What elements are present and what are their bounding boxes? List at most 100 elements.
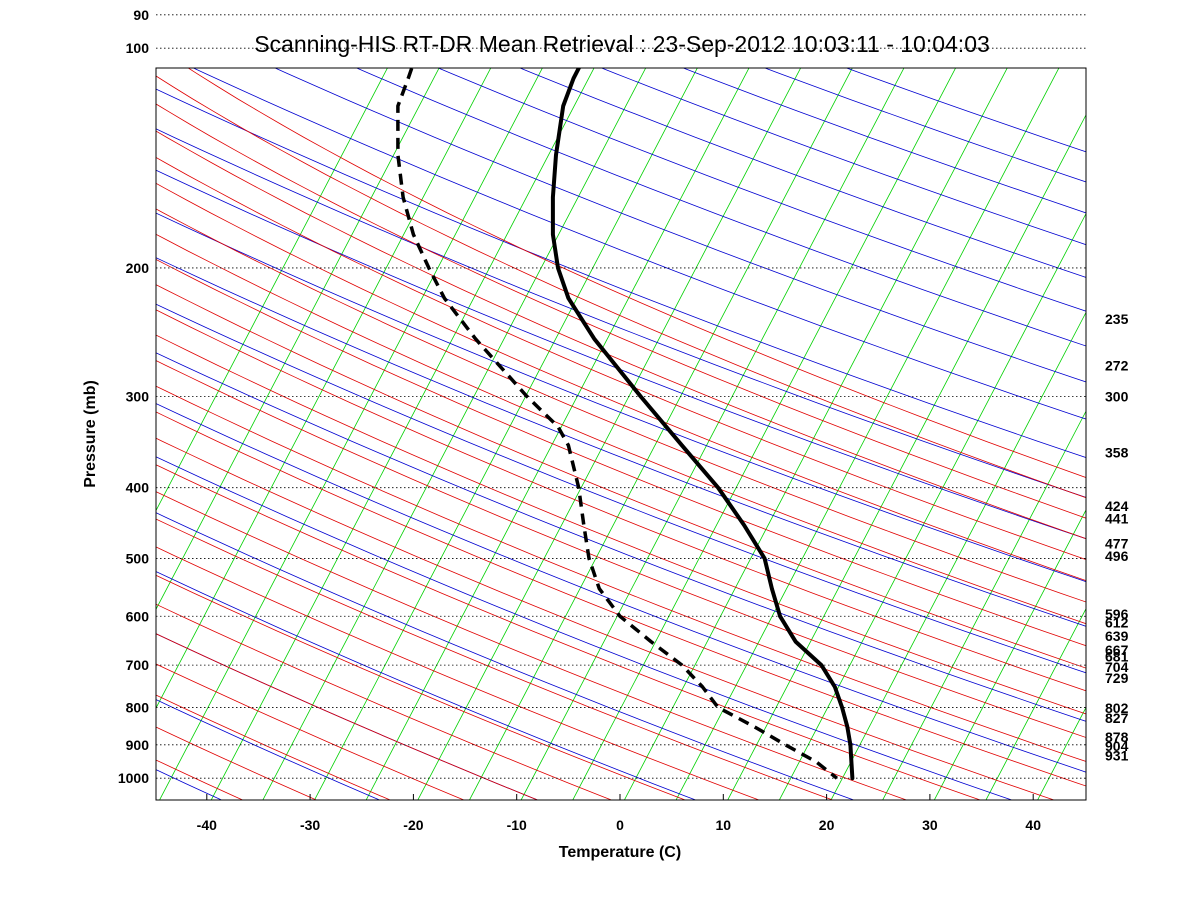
moist-adiabat-line [156, 208, 1086, 603]
right-level-label: 704 [1105, 659, 1129, 675]
y-tick-label: 200 [126, 260, 150, 276]
moist-adiabat-line [156, 491, 908, 800]
x-tick-label: 0 [616, 817, 624, 833]
dry-adiabat-line [156, 303, 1086, 674]
y-tick-label: 700 [126, 657, 150, 673]
y-tick-label: 1000 [118, 770, 149, 786]
y-tick-label: 300 [126, 388, 150, 404]
right-level-labels: 2352723003584244414774965966126396676817… [1105, 311, 1129, 763]
mixing-ratio-line [520, 68, 905, 800]
y-axis-ticks: 5060708090100200300400500600700800900100… [118, 7, 150, 786]
right-level-label: 272 [1105, 357, 1129, 373]
dewpoint-profile-line [396, 68, 838, 780]
x-tick-label: 20 [819, 817, 835, 833]
dry-adiabat-line [274, 68, 1086, 383]
dry-adiabat-line [156, 128, 1086, 498]
moist-adiabat-line [156, 411, 1086, 787]
mixing-ratio-line [623, 68, 1008, 800]
dry-adiabat-line [156, 512, 855, 800]
dry-adiabat-line [156, 352, 1086, 722]
y-tick-label: 90 [133, 7, 149, 23]
mixing-ratio-line [830, 311, 1086, 800]
y-tick-label: 400 [126, 480, 150, 496]
mixing-ratio-line [314, 68, 698, 800]
mixing-ratio-line [985, 607, 1086, 800]
y-tick-label: 800 [126, 699, 150, 715]
right-level-label: 612 [1105, 615, 1129, 631]
x-tick-label: -30 [300, 817, 320, 833]
right-level-label: 424 [1105, 498, 1129, 514]
mixing-ratio-line [365, 68, 750, 800]
right-level-label: 358 [1105, 445, 1129, 461]
dry-adiabat-line [156, 456, 1013, 800]
y-tick-label: 500 [126, 550, 150, 566]
right-level-label: 904 [1105, 738, 1129, 754]
profiles [396, 68, 855, 781]
right-level-label: 827 [1105, 710, 1129, 726]
dry-adiabat-line [355, 68, 1086, 347]
moist-adiabat-line [156, 360, 1086, 738]
moist-adiabat-line [156, 437, 1056, 800]
chart-title: Scanning-HIS RT-DR Mean Retrieval : 23-S… [254, 31, 990, 57]
dry-adiabat-line [156, 88, 1086, 458]
mixing-ratio-line [675, 68, 1060, 800]
mixing-ratio-line [210, 68, 595, 800]
right-level-label: 477 [1105, 536, 1129, 552]
x-tick-label: -10 [507, 817, 527, 833]
x-tick-label: 10 [716, 817, 732, 833]
right-level-label: 667 [1105, 642, 1129, 658]
mixing-ratio-line [933, 509, 1086, 800]
x-tick-label: -20 [403, 817, 423, 833]
right-level-label: 441 [1105, 511, 1129, 527]
x-tick-label: -40 [197, 817, 217, 833]
moist-adiabat-line [156, 156, 1086, 560]
moist-adiabat-line [156, 130, 1086, 540]
x-tick-label: 40 [1025, 817, 1041, 833]
moist-adiabat-line [187, 68, 1086, 479]
x-axis-ticks: -40 -30 -20 -10 0 10 20 30 40 [197, 794, 1041, 833]
x-tick-label: 30 [922, 817, 938, 833]
moist-adiabat-line [156, 75, 1086, 499]
mixing-ratio-line [417, 68, 802, 800]
right-level-label: 802 [1105, 700, 1129, 716]
y-tick-label: 600 [126, 608, 150, 624]
y-axis-label: Pressure (mb) [82, 380, 99, 488]
moist-adiabat-line [156, 546, 761, 800]
dry-adiabat-line [156, 571, 697, 800]
right-level-label: 729 [1105, 670, 1129, 686]
dry-adiabat-line [156, 257, 1086, 627]
dry-adiabat-line [156, 403, 1086, 773]
moist-adiabat-line [156, 334, 1086, 715]
right-level-label: 681 [1105, 648, 1129, 664]
mixing-ratio-line [159, 68, 543, 800]
right-level-label: 931 [1105, 748, 1129, 764]
moist-adiabat-line [156, 233, 1086, 625]
mixing-ratio-line [262, 68, 647, 800]
mixing-ratio-line [778, 212, 1086, 800]
moist-adiabat-line [156, 259, 1086, 647]
moist-adiabat-line [156, 309, 1086, 692]
dry-adiabat-line [156, 212, 1086, 583]
dry-adiabat-line [437, 68, 1086, 312]
right-level-label: 496 [1105, 548, 1129, 564]
x-axis-label: Temperature (C) [559, 844, 681, 861]
plot-frame [155, 67, 1087, 801]
y-tick-label: 900 [126, 737, 150, 753]
moist-adiabat-line [156, 633, 539, 800]
right-level-label: 300 [1105, 388, 1129, 404]
moist-adiabat-line [156, 518, 834, 800]
mixing-ratio-line [156, 68, 492, 709]
right-level-label: 596 [1105, 606, 1129, 622]
dry-adiabat-line [192, 68, 1086, 420]
moist-adiabat-line [156, 385, 1086, 762]
mixing-ratio-line [882, 410, 1086, 800]
right-level-label: 639 [1105, 628, 1129, 644]
dry-adiabat-line [156, 169, 1086, 540]
mixing-ratio-line [156, 68, 388, 512]
moist-adiabat-line [156, 103, 1086, 519]
moist-adiabat-line [156, 182, 1086, 582]
moist-adiabat-line [156, 603, 613, 800]
y-tick-label: 100 [126, 40, 150, 56]
right-level-label: 878 [1105, 729, 1129, 745]
